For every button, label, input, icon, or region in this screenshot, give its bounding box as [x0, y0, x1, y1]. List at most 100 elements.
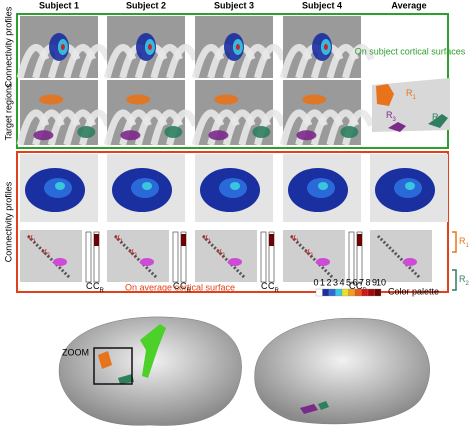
v-label-sub: 2: [47, 253, 51, 259]
zoom-image: [107, 230, 169, 282]
profile-bar: [172, 231, 179, 283]
palette-swatch: [354, 288, 362, 297]
palette-swatch: [328, 288, 336, 297]
v-label: v2: [217, 246, 226, 258]
v-label-sub: 2: [222, 253, 226, 259]
bar-label-main: C: [349, 281, 356, 291]
region-label-sub: 3: [393, 117, 397, 123]
palette-swatch: [335, 288, 343, 297]
v-label-main: v: [42, 246, 47, 256]
region-teal-lateral: [118, 374, 134, 384]
blob: [60, 44, 65, 50]
region-label: R3: [386, 110, 397, 122]
blob: [235, 44, 240, 50]
palette-tick: 3: [333, 277, 338, 287]
region-orange-lateral: [98, 351, 112, 369]
palette-tick: 2: [326, 277, 331, 287]
zoom-label: ZOOM: [62, 347, 89, 357]
bar-label: CR: [268, 281, 280, 293]
region-purple-medial: [300, 404, 318, 414]
region-label-main: R: [386, 110, 393, 120]
v-label-sub: 2: [134, 253, 138, 259]
profile-bar: [93, 231, 100, 283]
bar-label: CR: [93, 281, 105, 293]
blob: [296, 130, 317, 141]
v-label: v1: [203, 232, 212, 244]
gyrus: [79, 44, 112, 79]
gyrus: [254, 44, 287, 79]
bar-label: C: [86, 281, 93, 291]
profile-blob: [316, 258, 330, 266]
v-label-main: v: [203, 232, 208, 242]
profile-blob: [53, 258, 67, 266]
region-r3: [388, 122, 406, 132]
bar-label-main: C: [356, 281, 363, 291]
v-label-main: v: [28, 232, 33, 242]
region-label-sub: 2: [439, 119, 443, 125]
v-label-sub: 1: [296, 239, 300, 245]
bottom-caption: On average cortical surface: [125, 282, 235, 292]
column-header: Average: [391, 0, 426, 10]
palette-swatch: [361, 288, 369, 297]
profile-blob: [405, 182, 415, 190]
region-r2: [428, 114, 448, 128]
profile-bar: [85, 231, 92, 283]
column-header: Subject 3: [214, 0, 254, 10]
bar-highlight: [357, 234, 362, 246]
bar-label-sub: R: [187, 288, 192, 294]
v-label-sub: 2: [310, 253, 314, 259]
zoom-image: [20, 230, 82, 282]
blob: [120, 130, 141, 141]
blob: [39, 94, 64, 105]
trajectory: [376, 234, 422, 280]
blob: [33, 130, 54, 141]
palette-tick: 5: [346, 277, 351, 287]
profile-bar: [356, 231, 363, 283]
column-header: Subject 2: [126, 0, 166, 10]
column-header: Subject 1: [39, 0, 79, 10]
v-label-sub: 1: [33, 239, 37, 245]
bar-label-main: C: [268, 281, 275, 291]
region-label-main: R: [459, 274, 466, 284]
palette-swatch: [367, 288, 375, 297]
v-label-main: v: [291, 232, 296, 242]
region-label: R2: [432, 112, 443, 124]
gyrus: [342, 44, 375, 79]
bar-label-main: C: [93, 281, 100, 291]
bar-label-sub: R: [100, 288, 105, 294]
row-label: Connectivity profiles: [3, 6, 13, 87]
region-green: [140, 324, 166, 378]
bar-highlight: [181, 234, 186, 246]
bracket-r2: [452, 269, 457, 291]
profile-blob: [142, 182, 152, 190]
profile-bar: [260, 231, 267, 283]
bar-label: CR: [180, 281, 192, 293]
profile-blob: [140, 258, 154, 266]
palette-swatch: [341, 288, 349, 297]
region-label-sub: 2: [466, 281, 470, 287]
trajectory: [289, 234, 335, 280]
bar-label-main: C: [261, 281, 268, 291]
blob: [164, 126, 183, 138]
region-label-sub: 1: [413, 95, 417, 101]
palette-swatch: [348, 288, 356, 297]
row-label: Target regions: [3, 83, 13, 141]
blob: [340, 126, 359, 138]
palette-swatch: [322, 288, 330, 297]
zoom-image: [283, 230, 345, 282]
column-header: Subject 4: [302, 0, 342, 10]
bar-label: C: [261, 281, 268, 291]
blob: [208, 130, 229, 141]
profile-bar: [348, 231, 355, 283]
v-label: v2: [305, 246, 314, 258]
profile-blob: [228, 258, 242, 266]
region-label-main: R: [432, 112, 439, 122]
v-label-main: v: [115, 232, 120, 242]
profile-bar: [180, 231, 187, 283]
bar-label-main: C: [86, 281, 93, 291]
palette-swatch: [374, 288, 382, 297]
blob: [214, 94, 239, 105]
zoom-image: [370, 230, 432, 282]
top-caption: On subject cortical surfaces: [355, 46, 466, 56]
trajectory: [26, 234, 72, 280]
